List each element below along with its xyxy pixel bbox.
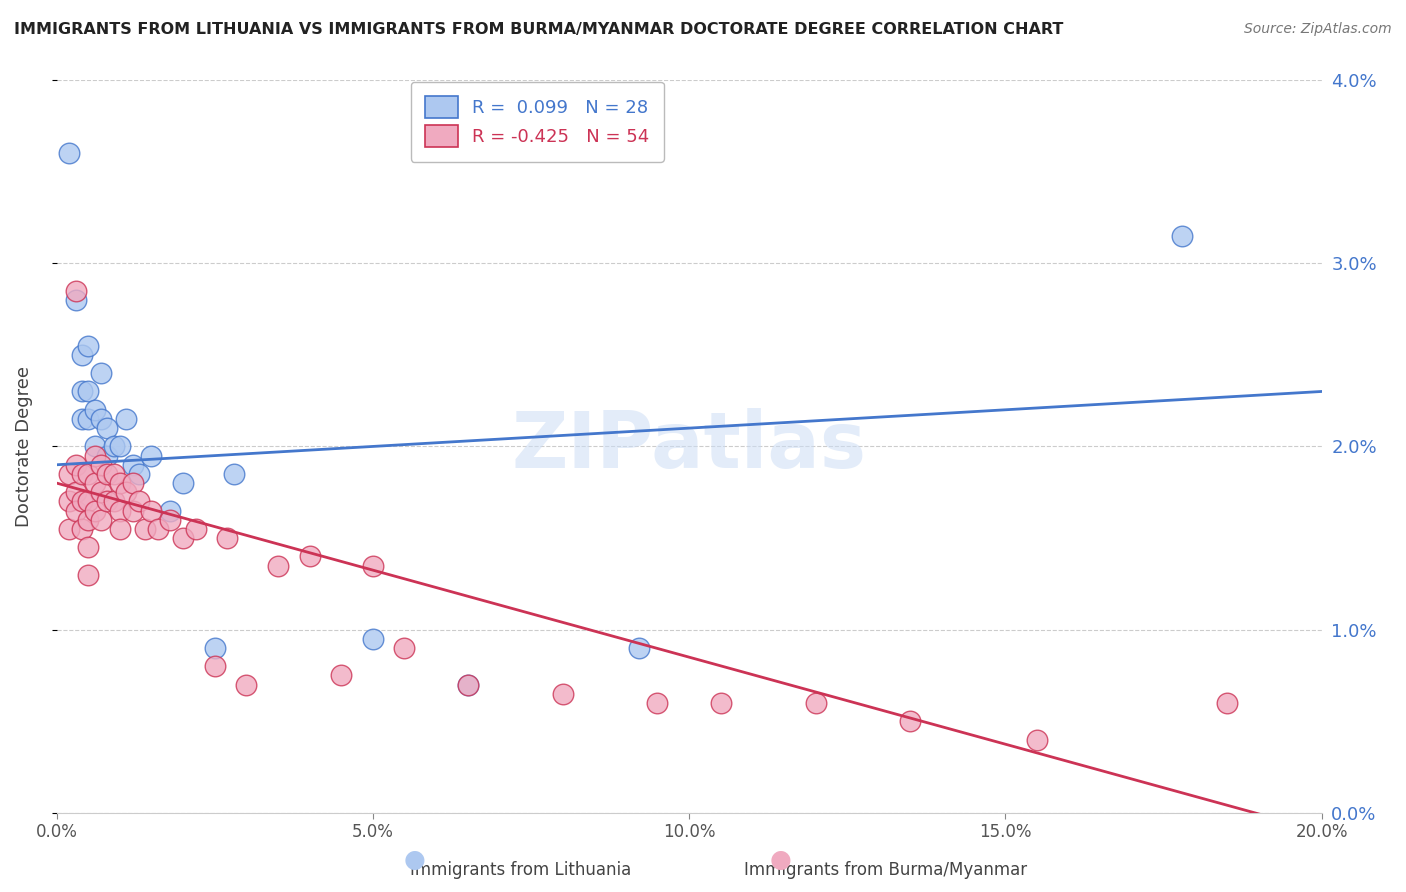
Point	[141, 503, 163, 517]
Point	[70, 384, 93, 399]
Text: Source: ZipAtlas.com: Source: ZipAtlas.com	[1244, 22, 1392, 37]
Point	[457, 678, 479, 692]
Point	[551, 687, 574, 701]
Point	[1026, 732, 1049, 747]
Point	[77, 412, 100, 426]
Point	[90, 366, 112, 380]
Point	[96, 494, 118, 508]
Point	[83, 402, 105, 417]
Point	[627, 640, 650, 655]
Point	[330, 668, 353, 682]
Point	[90, 485, 112, 500]
Point	[204, 659, 226, 673]
Point	[394, 640, 416, 655]
Point	[1215, 696, 1237, 710]
Point	[77, 384, 100, 399]
Point	[90, 412, 112, 426]
Point	[121, 476, 143, 491]
Point	[103, 467, 125, 481]
Point	[83, 476, 105, 491]
Point	[70, 494, 93, 508]
Text: Immigrants from Lithuania: Immigrants from Lithuania	[409, 861, 631, 879]
Point	[83, 439, 105, 453]
Point	[83, 503, 105, 517]
Point	[647, 696, 669, 710]
Point	[361, 632, 384, 646]
Point	[146, 522, 169, 536]
Point	[1171, 228, 1194, 243]
Point	[115, 485, 138, 500]
Point	[108, 439, 131, 453]
Point	[77, 540, 100, 554]
Point	[159, 503, 181, 517]
Point	[141, 449, 163, 463]
Point	[77, 513, 100, 527]
Point	[115, 412, 138, 426]
Point	[70, 522, 93, 536]
Point	[70, 467, 93, 481]
Point	[77, 339, 100, 353]
Text: IMMIGRANTS FROM LITHUANIA VS IMMIGRANTS FROM BURMA/MYANMAR DOCTORATE DEGREE CORR: IMMIGRANTS FROM LITHUANIA VS IMMIGRANTS …	[14, 22, 1063, 37]
Point	[103, 439, 125, 453]
Point	[83, 449, 105, 463]
Point	[96, 421, 118, 435]
Text: ●: ●	[769, 848, 792, 872]
Point	[204, 640, 226, 655]
Point	[361, 558, 384, 573]
Point	[96, 467, 118, 481]
Point	[77, 467, 100, 481]
Point	[108, 476, 131, 491]
Point	[128, 494, 150, 508]
Y-axis label: Doctorate Degree: Doctorate Degree	[15, 366, 32, 527]
Text: ZIPatlas: ZIPatlas	[512, 409, 866, 484]
Point	[65, 293, 87, 307]
Text: Immigrants from Burma/Myanmar: Immigrants from Burma/Myanmar	[744, 861, 1028, 879]
Point	[159, 513, 181, 527]
Point	[172, 531, 194, 545]
Point	[217, 531, 239, 545]
Point	[222, 467, 245, 481]
Point	[108, 522, 131, 536]
Point	[710, 696, 733, 710]
Point	[298, 549, 321, 564]
Point	[172, 476, 194, 491]
Point	[96, 449, 118, 463]
Point	[103, 494, 125, 508]
Point	[65, 284, 87, 298]
Point	[108, 503, 131, 517]
Point	[90, 513, 112, 527]
Point	[65, 485, 87, 500]
Point	[70, 348, 93, 362]
Point	[804, 696, 827, 710]
Point	[65, 503, 87, 517]
Point	[58, 467, 80, 481]
Point	[235, 678, 257, 692]
Point	[184, 522, 207, 536]
Point	[77, 567, 100, 582]
Point	[58, 522, 80, 536]
Point	[900, 714, 922, 729]
Point	[58, 494, 80, 508]
Point	[70, 412, 93, 426]
Point	[457, 678, 479, 692]
Point	[128, 467, 150, 481]
Point	[58, 146, 80, 161]
Point	[90, 458, 112, 472]
Point	[121, 503, 143, 517]
Point	[121, 458, 143, 472]
Point	[65, 458, 87, 472]
Point	[267, 558, 290, 573]
Point	[134, 522, 156, 536]
Point	[77, 494, 100, 508]
Legend: R =  0.099   N = 28, R = -0.425   N = 54: R = 0.099 N = 28, R = -0.425 N = 54	[411, 82, 664, 161]
Text: ●: ●	[404, 848, 426, 872]
